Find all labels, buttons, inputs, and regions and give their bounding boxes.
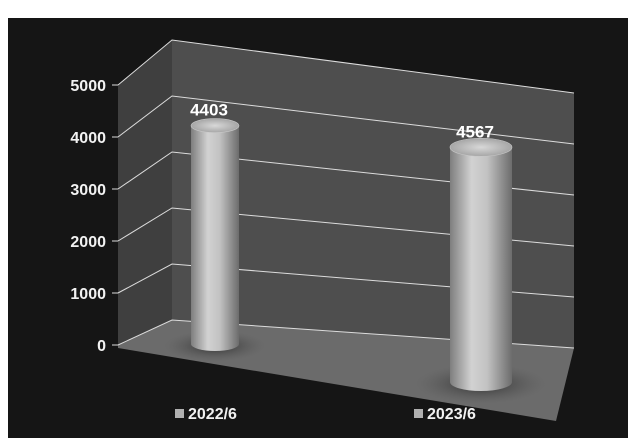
gridlines: [117, 39, 575, 349]
legend-label-1: 2023/6: [427, 406, 476, 423]
y-axis-ticks: 0 1000 2000 3000 4000 5000: [70, 78, 118, 355]
y-tick-label: 0: [97, 338, 106, 355]
bar-top: [190, 118, 240, 133]
legend: 2022/6 2023/6: [175, 406, 476, 423]
data-label: 4403: [190, 101, 228, 120]
y-tick-label: 4000: [70, 130, 106, 147]
y-tick-label: 1000: [70, 286, 106, 303]
data-label: 4567: [456, 122, 494, 141]
y-tick-label: 3000: [70, 182, 106, 199]
cylinder-bar-chart: 0 1000 2000 3000 4000 5000 4403 4567 2022/6 20…: [70, 39, 575, 423]
chart-frame: 0 1000 2000 3000 4000 5000 4403 4567 2022/6 20…: [8, 18, 628, 438]
gridline: [117, 39, 575, 94]
bar-top: [449, 137, 513, 157]
gridline: [117, 319, 575, 349]
y-tick-label: 5000: [70, 78, 106, 95]
gridline: [117, 95, 575, 145]
bars: [164, 118, 547, 404]
legend-label-0: 2022/6: [188, 406, 237, 423]
y-tick-label: 2000: [70, 234, 106, 251]
bar-2022-6: [191, 125, 239, 351]
data-labels: 4403 4567: [190, 101, 494, 142]
gridline: [117, 151, 575, 196]
legend-swatch-1: [414, 409, 423, 418]
gridline: [117, 263, 575, 298]
legend-swatch-0: [175, 409, 184, 418]
gridline: [117, 207, 575, 247]
side-wall: [118, 40, 172, 345]
bar-2023-6: [450, 147, 512, 391]
